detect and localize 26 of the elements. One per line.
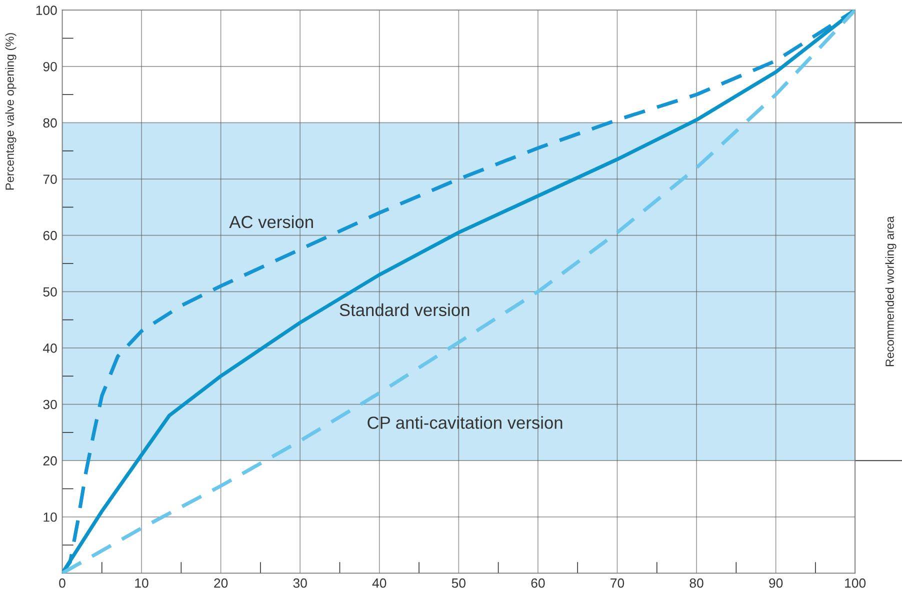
x-tick-label: 50 bbox=[452, 578, 466, 588]
y-tick-label: 20 bbox=[43, 456, 57, 466]
x-tick-label: 20 bbox=[214, 578, 228, 588]
x-tick-label: 40 bbox=[372, 578, 386, 588]
x-tick-label: 70 bbox=[610, 578, 624, 588]
x-tick-label: 100 bbox=[845, 578, 866, 588]
series-label: CP anti-cavitation version bbox=[368, 416, 562, 429]
y-tick-label: 80 bbox=[43, 118, 57, 128]
x-tick-label: 0 bbox=[59, 578, 66, 588]
x-tick-label: 90 bbox=[769, 578, 783, 588]
y-axis-title: Percentage valve opening (%) bbox=[5, 33, 16, 190]
y-tick-label: 30 bbox=[43, 400, 57, 410]
y-tick-label: 100 bbox=[36, 6, 57, 16]
x-tick-label: 10 bbox=[135, 578, 148, 588]
series-label: AC version bbox=[229, 215, 313, 228]
y-tick-label: 40 bbox=[43, 344, 57, 353]
y-tick-label: 90 bbox=[43, 62, 57, 72]
y-tick-label: 70 bbox=[43, 174, 57, 184]
x-tick-label: 60 bbox=[531, 578, 545, 588]
y-tick-label: 60 bbox=[43, 230, 57, 240]
band-label: Recommended working area bbox=[885, 216, 896, 366]
y-tick-label: 50 bbox=[43, 287, 57, 297]
series-label: Standard version bbox=[340, 303, 470, 316]
y-tick-label: 10 bbox=[44, 512, 57, 522]
x-tick-label: 80 bbox=[690, 578, 704, 588]
x-tick-label: 30 bbox=[293, 578, 307, 588]
